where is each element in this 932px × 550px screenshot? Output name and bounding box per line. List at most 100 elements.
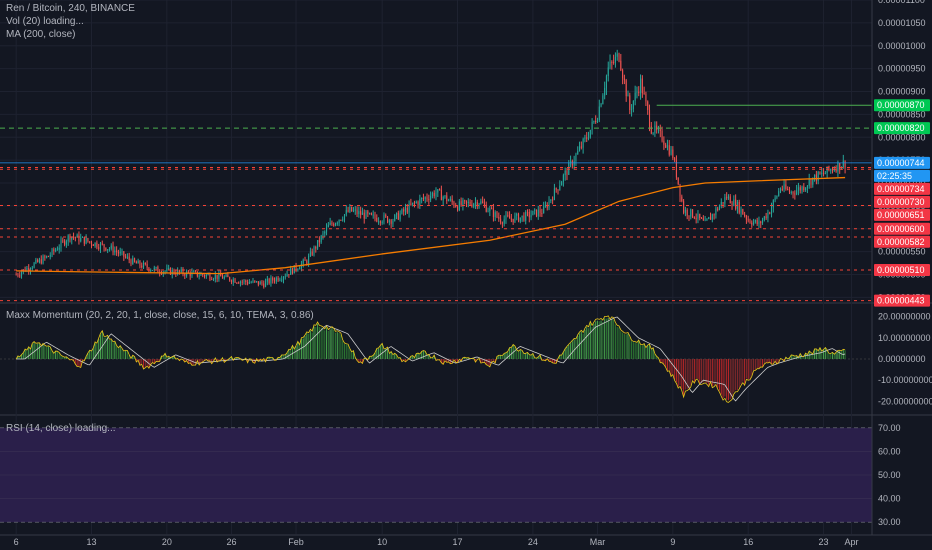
- price-tag-label: 0.00000820: [877, 123, 925, 133]
- candle-body: [666, 145, 668, 148]
- momentum-tick-label: 20.00000000: [878, 312, 931, 322]
- candle-body: [830, 169, 832, 171]
- candle-body: [456, 207, 459, 211]
- candle-body: [426, 197, 428, 199]
- candle-body: [713, 214, 715, 216]
- time-tick-label: 20: [162, 537, 172, 547]
- candle-body: [650, 126, 652, 134]
- candle-body: [526, 211, 529, 213]
- candle-body: [539, 209, 541, 213]
- candle-body: [290, 268, 292, 275]
- time-axis[interactable]: 6 13 20 26 Feb 10 17 24 Mar 9 16 23 Apr: [14, 537, 859, 547]
- candle-body: [760, 221, 762, 224]
- volume-legend[interactable]: Vol (20) loading...: [6, 16, 84, 27]
- candle-body: [824, 173, 826, 175]
- candle-body: [164, 270, 166, 272]
- momentum-tick-label: 0.00000000: [878, 354, 926, 364]
- candle-body: [361, 212, 363, 215]
- momentum-pane[interactable]: [0, 315, 872, 403]
- candle-body: [491, 208, 493, 210]
- candle-body: [65, 241, 67, 245]
- candle-body: [516, 213, 518, 216]
- candle-body: [439, 189, 441, 191]
- candle-body: [806, 185, 808, 188]
- candle-body: [727, 196, 729, 199]
- candle-body: [763, 216, 765, 220]
- candle-body: [241, 281, 243, 283]
- candle-body: [837, 162, 839, 172]
- candle-body: [564, 170, 566, 176]
- candle-body: [134, 258, 136, 262]
- candle-body: [160, 273, 163, 275]
- candle-body: [656, 125, 658, 130]
- candle-body: [191, 271, 193, 277]
- candle-body: [528, 212, 530, 218]
- candle-body: [153, 267, 155, 271]
- candle-body: [534, 209, 536, 211]
- candle-body: [570, 161, 572, 163]
- candle-body: [363, 212, 365, 219]
- candle-body: [236, 282, 238, 284]
- candle-body: [304, 259, 306, 261]
- candle-body: [613, 62, 615, 64]
- candle-body: [137, 260, 139, 264]
- candle-body: [754, 220, 756, 222]
- candle-body: [121, 251, 123, 253]
- candle-body: [663, 140, 665, 145]
- candle-body: [157, 267, 159, 273]
- candle-body: [130, 260, 132, 265]
- candle-body: [616, 53, 618, 57]
- candle-body: [205, 274, 207, 277]
- candle-body: [352, 210, 355, 212]
- candle-body: [275, 277, 277, 282]
- candle-body: [609, 61, 611, 68]
- momentum-legend[interactable]: Maxx Momentum (20, 2, 20, 1, close, clos…: [6, 310, 314, 321]
- candle-body: [647, 101, 649, 110]
- candle-body: [209, 274, 211, 280]
- candle-body: [632, 100, 634, 110]
- candle-body: [212, 278, 215, 280]
- candle-body: [756, 220, 758, 224]
- candle-body: [483, 203, 485, 205]
- candle-body: [195, 271, 197, 273]
- candle-body: [144, 262, 146, 265]
- time-tick-label: 10: [377, 537, 387, 547]
- candle-body: [187, 271, 189, 273]
- candle-body: [720, 202, 722, 207]
- candle-body: [259, 281, 261, 285]
- candle-body: [150, 270, 152, 272]
- candle-body: [742, 209, 744, 215]
- candle-body: [347, 210, 349, 212]
- rsi-legend[interactable]: RSI (14, close) loading...: [6, 423, 116, 434]
- candle-body: [749, 220, 751, 223]
- candle-body: [611, 61, 613, 63]
- candle-body: [577, 150, 579, 155]
- momentum-tick-label: -10.00000000: [878, 375, 932, 385]
- candle-body: [126, 256, 128, 258]
- symbol-legend[interactable]: Ren / Bitcoin, 240, BINANCE: [6, 3, 135, 14]
- candle-body: [812, 177, 814, 185]
- candle-body: [440, 189, 442, 201]
- candle-body: [412, 202, 414, 205]
- price-tag: 0.00000734: [874, 182, 930, 195]
- candle-body: [600, 104, 602, 107]
- time-tick-label: Mar: [590, 537, 606, 547]
- rsi-pane[interactable]: [0, 427, 872, 523]
- candle-body: [580, 146, 582, 148]
- candle-body: [762, 219, 764, 224]
- candle-body: [437, 189, 439, 193]
- candle-body: [151, 270, 154, 272]
- candle-body: [252, 280, 254, 283]
- price-axis[interactable]: 0.00001100 0.00001050 0.00001000 0.00000950…: [871, 0, 932, 535]
- candle-body: [182, 269, 184, 274]
- candle-body: [709, 217, 712, 220]
- candle-body: [370, 213, 372, 215]
- candle-body: [505, 215, 507, 220]
- candle-body: [627, 95, 629, 97]
- candle-body: [38, 259, 41, 262]
- candle-body: [148, 267, 150, 271]
- candle-body: [128, 256, 130, 261]
- ma-legend[interactable]: MA (200, close): [6, 29, 76, 40]
- candle-body: [313, 247, 315, 255]
